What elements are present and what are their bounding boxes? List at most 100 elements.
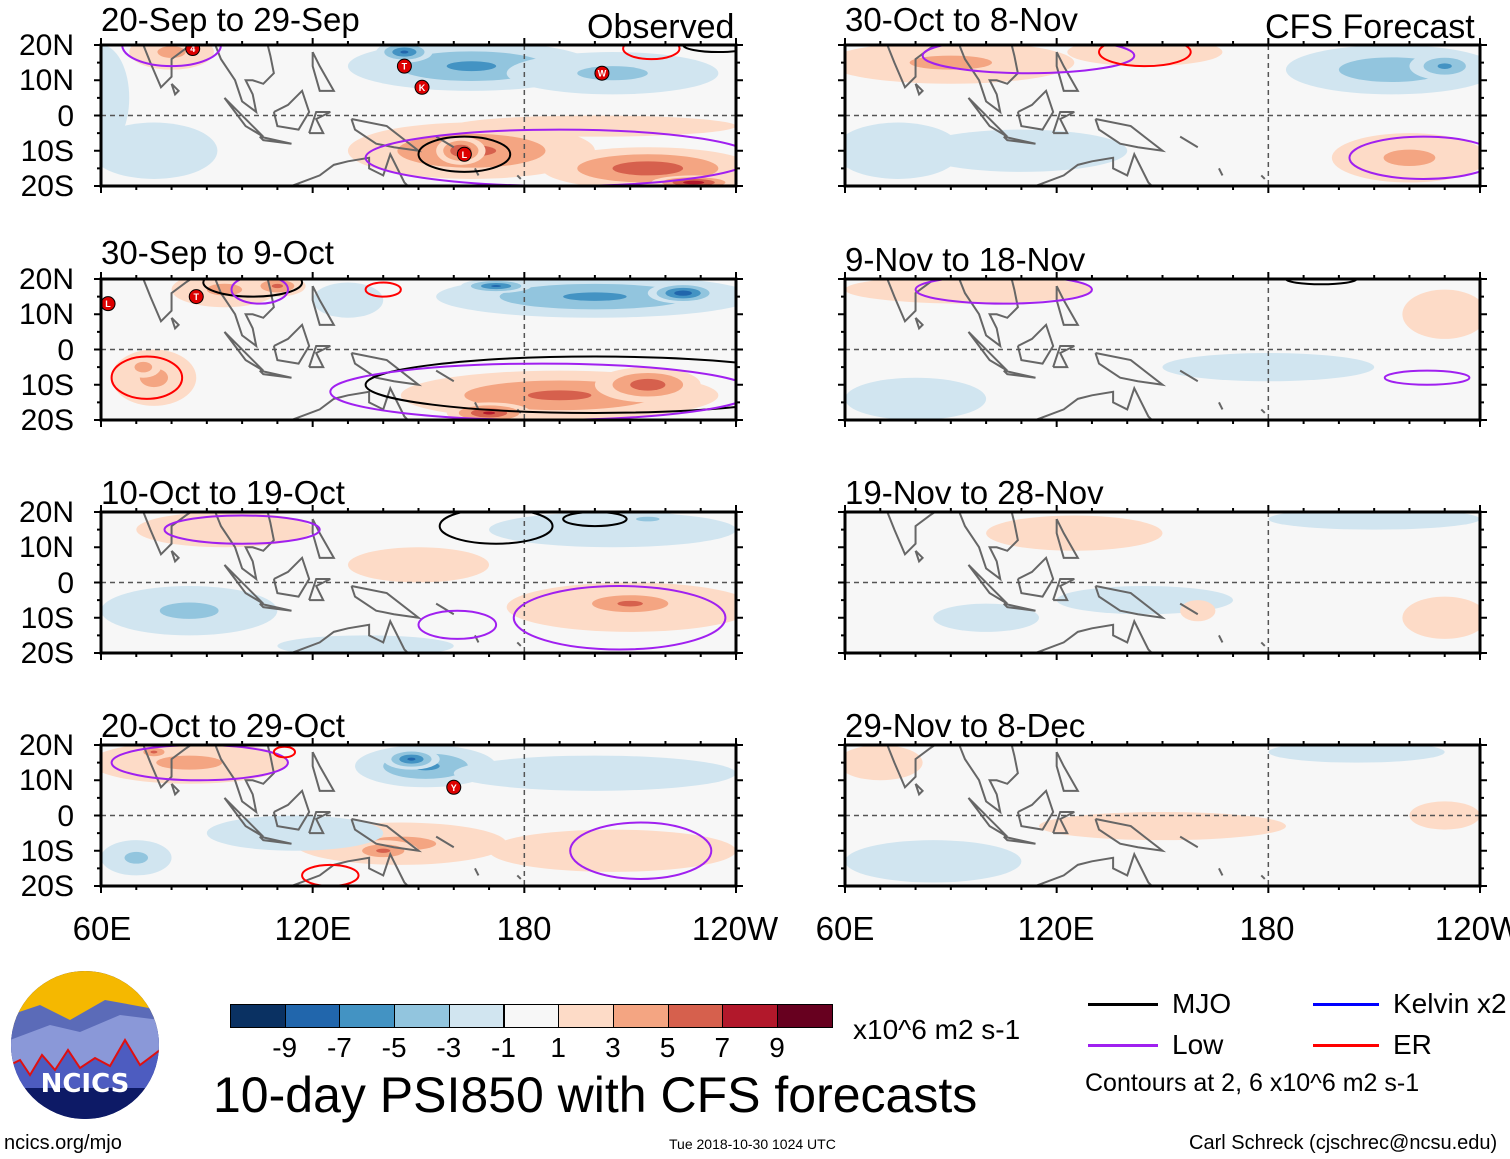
lat-label: 20S: [20, 404, 74, 437]
colorbar-swatch: [612, 1004, 669, 1028]
legend-er: ER: [1313, 1029, 1432, 1061]
colorbar-tick-label: 3: [605, 1032, 621, 1063]
colorbar-swatch: [284, 1004, 341, 1028]
coastline: [308, 110, 331, 135]
coastline: [129, 512, 193, 557]
colorbar-swatch: [777, 1004, 833, 1028]
lat-label: 10S: [20, 134, 74, 168]
coastline: [290, 851, 410, 886]
coastline: [1034, 151, 1154, 186]
storm-label: K: [419, 83, 426, 93]
coastline: [170, 783, 181, 797]
legend-line-er: [1313, 1043, 1379, 1047]
lat-label: 0: [57, 99, 74, 133]
legend-label-er: ER: [1393, 1029, 1432, 1060]
coastline: [1260, 874, 1266, 880]
coastline: [311, 751, 336, 792]
contour-low: [569, 821, 713, 880]
coastline: [1094, 118, 1167, 153]
coastline: [1179, 602, 1199, 616]
coastline: [1260, 174, 1266, 180]
footer-url[interactable]: ncics.org/mjo: [4, 1132, 122, 1154]
lat-label: 20S: [20, 170, 74, 203]
storm-icon: [594, 65, 610, 81]
storm-icon: [185, 45, 201, 57]
coastline: [1034, 618, 1154, 653]
coastline: [1052, 577, 1075, 602]
storm-icon: [446, 779, 462, 795]
coastline: [1179, 135, 1199, 149]
contour-low: [121, 45, 222, 68]
coastline: [873, 512, 937, 557]
coastline: [958, 45, 1019, 115]
anomaly-shading: [1383, 149, 1436, 167]
anomaly-shading: [1180, 600, 1216, 622]
anomaly-shading: [376, 848, 391, 853]
logo-text: NCICS: [41, 1069, 130, 1099]
coastline: [311, 51, 336, 92]
coastline: [308, 344, 331, 369]
contour-er: [622, 45, 681, 61]
coastline: [1055, 751, 1080, 792]
anomaly-shading: [1039, 811, 1286, 841]
colorbar-swatch: [230, 1004, 286, 1028]
anomaly-shading: [453, 115, 736, 137]
lon-label-180-right: 180: [1239, 910, 1295, 947]
anomaly-shading: [915, 129, 1128, 172]
coastline: [1218, 634, 1224, 643]
anomaly-shading: [124, 851, 149, 864]
storm-marker: Y: [446, 779, 462, 795]
colorbar-tick-label: 9: [769, 1032, 785, 1063]
lat-label: 20N: [18, 729, 74, 762]
coastline: [170, 317, 181, 331]
lon-label-120w-left: 120W: [691, 910, 779, 947]
anomaly-shading: [1409, 801, 1480, 830]
lat-label: 10N: [18, 531, 74, 565]
storm-icon: [188, 289, 204, 305]
anomaly-shading: [909, 55, 992, 70]
storm-marker: T: [188, 289, 204, 305]
anomaly-shading: [1402, 289, 1480, 339]
contour-low: [163, 514, 321, 545]
lon-label-180-left: 180: [496, 910, 552, 947]
panel-title: 10-Oct to 19-Oct: [101, 474, 345, 511]
legend-low: Low: [1088, 1029, 1223, 1061]
lat-label: 0: [57, 333, 74, 367]
anomaly-shading: [674, 290, 692, 296]
panel-title: 20-Sep to 29-Sep: [101, 1, 360, 38]
coastline: [914, 550, 925, 564]
anomaly-shading: [453, 755, 736, 791]
coastline: [1052, 110, 1075, 135]
contour-low: [417, 609, 498, 640]
panel-title: 30-Sep to 9-Oct: [101, 234, 334, 271]
coastline: [129, 279, 193, 324]
coastline: [1218, 401, 1224, 410]
coastline: [214, 279, 275, 349]
coastline: [474, 867, 480, 876]
anomaly-shading: [347, 547, 490, 583]
contour-low: [921, 45, 1136, 75]
panel-title: 29-Nov to 8-Dec: [845, 707, 1086, 744]
anomaly-shading: [845, 840, 1022, 883]
storm-icon: [396, 58, 412, 74]
coastline: [308, 577, 331, 602]
map-panel: [838, 38, 1487, 193]
contour-low: [914, 279, 1093, 305]
lon-label-120w-right: 120W: [1434, 910, 1510, 947]
colorbar-tick-label: 5: [659, 1032, 676, 1063]
contour-low: [512, 585, 727, 651]
lat-label: 20N: [18, 496, 74, 529]
map-panel: [94, 505, 743, 660]
coastline: [1260, 408, 1266, 414]
coastline: [214, 745, 275, 815]
colorbar-tick-label: -7: [326, 1032, 352, 1063]
contour-er: [1098, 45, 1192, 68]
coastline: [272, 322, 311, 365]
coastline: [259, 835, 292, 845]
anomaly-shading: [612, 161, 684, 176]
anomaly-shading: [277, 635, 454, 653]
anomaly-shading: [1162, 353, 1375, 382]
anomaly-shading: [101, 45, 130, 151]
colorbar-tick-label: -5: [381, 1032, 407, 1063]
coastline: [1016, 88, 1055, 131]
